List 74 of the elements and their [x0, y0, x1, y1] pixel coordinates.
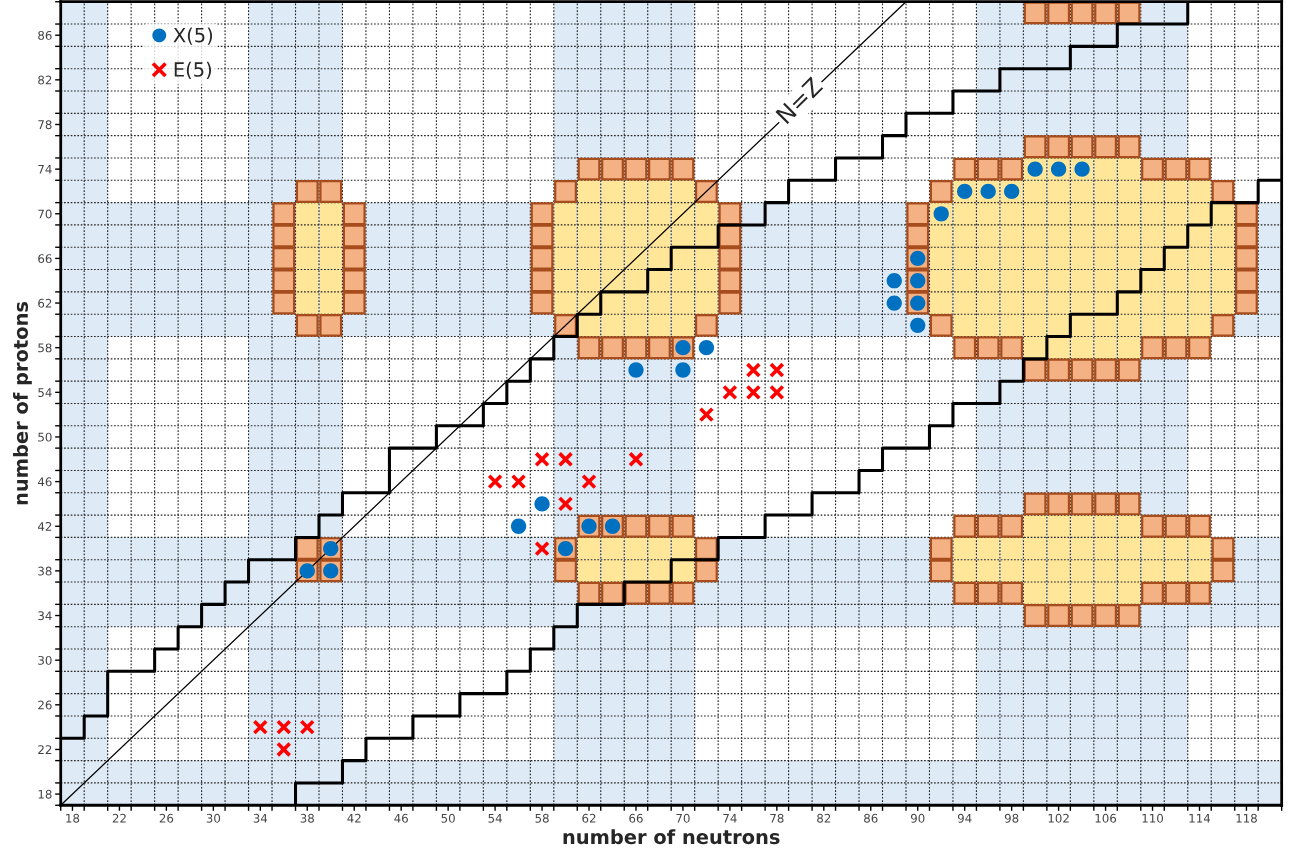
y-tick-label: 22 — [38, 745, 52, 754]
point — [487, 473, 503, 490]
point — [698, 340, 715, 356]
point — [276, 719, 292, 735]
y-tick-label: 74 — [38, 165, 52, 174]
x-tick-label: 30 — [206, 813, 221, 823]
y-tick-label: 86 — [38, 30, 52, 40]
point — [581, 473, 597, 490]
x-tick-label: 38 — [300, 813, 314, 823]
x-tick-label: 94 — [957, 813, 972, 823]
x-tick-label: 90 — [910, 813, 925, 823]
y-tick-label: 82 — [38, 75, 52, 85]
legend-label: X(5) — [173, 27, 213, 45]
x-tick-label: 54 — [488, 813, 502, 823]
x-tick-label: 42 — [347, 813, 361, 823]
x-tick-label: 66 — [629, 813, 643, 823]
x-tick-label: 46 — [394, 813, 408, 823]
x-tick-label: 74 — [723, 813, 737, 823]
y-tick-label: 42 — [37, 521, 52, 531]
y-tick-label: 70 — [38, 209, 52, 219]
point — [722, 384, 738, 401]
x-axis-title: number of neutrons — [563, 829, 780, 845]
y-tick-label: 78 — [38, 120, 52, 130]
point — [252, 719, 269, 735]
x-tick-label: 58 — [535, 813, 549, 823]
point — [769, 362, 785, 378]
x-tick-label: 118 — [1236, 813, 1257, 823]
x-tick-label: 102 — [1048, 813, 1069, 823]
point — [510, 473, 527, 490]
y-tick-label: 34 — [38, 611, 52, 621]
x-tick-label: 78 — [770, 813, 784, 823]
x-tick-label: 26 — [159, 813, 174, 823]
point — [557, 496, 574, 512]
point — [534, 451, 550, 467]
point — [910, 317, 926, 334]
x-tick-label: 110 — [1142, 813, 1164, 823]
y-tick-label: 62 — [38, 298, 52, 308]
point — [510, 518, 527, 534]
y-axis-title: number of protons — [12, 301, 32, 505]
y-tick-label: 58 — [38, 343, 52, 353]
y-tick-label: 26 — [38, 700, 52, 710]
point — [534, 540, 550, 557]
point — [745, 362, 762, 378]
x-tick-label: 98 — [1004, 813, 1019, 823]
y-tick-label: 46 — [37, 477, 52, 487]
x-tick-label: 34 — [253, 813, 268, 823]
y-tick-label: 38 — [38, 566, 52, 576]
x-tick-label: 86 — [864, 813, 878, 823]
point — [886, 273, 902, 289]
point — [698, 406, 715, 423]
x-tick-label: 18 — [66, 813, 80, 823]
point — [745, 384, 762, 401]
legend-label: E(5) — [174, 61, 212, 80]
point — [628, 451, 644, 467]
x-tick-label: 114 — [1189, 813, 1211, 823]
point — [886, 295, 902, 311]
y-tick-label: 66 — [38, 254, 52, 264]
x-tick-label: 50 — [441, 813, 455, 823]
point — [769, 384, 785, 401]
y-tick-label: 18 — [38, 789, 52, 799]
point — [299, 719, 315, 735]
x-tick-label: 62 — [582, 813, 596, 823]
point — [675, 362, 691, 378]
y-tick-label: 50 — [38, 432, 52, 442]
y-tick-label: 30 — [38, 655, 52, 665]
point — [276, 741, 292, 758]
x-tick-label: 70 — [676, 813, 690, 823]
x-tick-label: 22 — [112, 813, 126, 823]
point — [557, 451, 574, 467]
point — [628, 362, 644, 378]
y-tick-label: 54 — [38, 388, 52, 397]
x-tick-label: 106 — [1095, 813, 1117, 823]
x-tick-label: 82 — [817, 813, 831, 823]
point — [534, 496, 550, 512]
